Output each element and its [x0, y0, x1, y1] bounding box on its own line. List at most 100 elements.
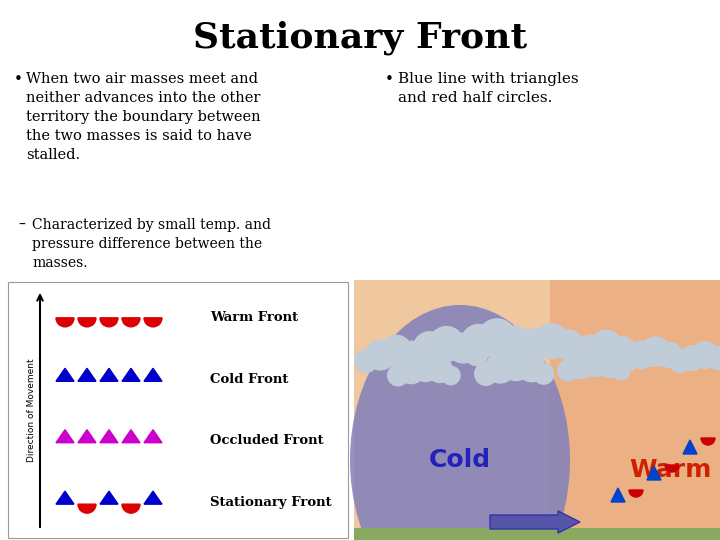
- Wedge shape: [78, 504, 96, 513]
- Circle shape: [640, 336, 671, 367]
- Circle shape: [461, 324, 497, 360]
- Bar: [354, 528, 720, 540]
- Ellipse shape: [350, 305, 570, 540]
- Wedge shape: [78, 318, 96, 327]
- Polygon shape: [78, 430, 96, 443]
- Polygon shape: [56, 368, 74, 381]
- Polygon shape: [122, 430, 140, 443]
- Circle shape: [679, 345, 705, 371]
- Circle shape: [397, 356, 426, 384]
- Circle shape: [611, 361, 631, 380]
- Circle shape: [657, 342, 683, 368]
- Text: When two air masses meet and: When two air masses meet and: [26, 72, 258, 86]
- Polygon shape: [56, 430, 74, 443]
- Polygon shape: [100, 491, 118, 504]
- Circle shape: [691, 341, 719, 369]
- Text: territory the boundary between: territory the boundary between: [26, 110, 261, 124]
- Text: neither advances into the other: neither advances into the other: [26, 91, 261, 105]
- Wedge shape: [665, 465, 679, 472]
- Circle shape: [575, 334, 606, 366]
- Circle shape: [354, 349, 378, 373]
- Circle shape: [553, 329, 584, 361]
- Circle shape: [564, 344, 588, 368]
- Text: –: –: [18, 218, 25, 232]
- Text: Cold Front: Cold Front: [210, 373, 289, 386]
- Circle shape: [410, 352, 441, 382]
- Text: Blue line with triangles: Blue line with triangles: [398, 72, 579, 86]
- Text: Warm Front: Warm Front: [210, 312, 298, 325]
- Circle shape: [426, 357, 453, 383]
- Text: Direction of Movement: Direction of Movement: [27, 358, 37, 462]
- Circle shape: [567, 350, 595, 379]
- Circle shape: [597, 352, 623, 378]
- Circle shape: [670, 353, 690, 373]
- Polygon shape: [56, 491, 74, 504]
- Circle shape: [499, 348, 533, 381]
- Circle shape: [365, 340, 396, 370]
- Text: Cold: Cold: [429, 448, 491, 472]
- Circle shape: [570, 340, 593, 363]
- Circle shape: [477, 318, 517, 357]
- Text: pressure difference between the: pressure difference between the: [32, 237, 262, 251]
- Bar: [8, 282, 348, 538]
- Circle shape: [518, 328, 552, 362]
- Circle shape: [617, 349, 639, 372]
- Text: Warm: Warm: [629, 458, 711, 482]
- Wedge shape: [56, 318, 74, 327]
- Text: Occluded Front: Occluded Front: [210, 434, 323, 447]
- Text: •: •: [385, 72, 394, 87]
- Text: masses.: masses.: [32, 256, 88, 270]
- Circle shape: [441, 366, 461, 386]
- Text: and red half circles.: and red half circles.: [398, 91, 552, 105]
- Text: the two masses is said to have: the two masses is said to have: [26, 129, 252, 143]
- Circle shape: [534, 323, 570, 359]
- Circle shape: [485, 353, 516, 383]
- Circle shape: [623, 345, 644, 367]
- Circle shape: [413, 350, 434, 372]
- Circle shape: [397, 341, 426, 369]
- Circle shape: [517, 354, 546, 382]
- Wedge shape: [701, 438, 715, 445]
- Circle shape: [517, 336, 542, 362]
- Circle shape: [607, 335, 636, 364]
- Circle shape: [580, 346, 611, 377]
- Polygon shape: [144, 368, 162, 381]
- FancyArrow shape: [490, 511, 580, 533]
- Circle shape: [448, 335, 476, 363]
- Polygon shape: [100, 430, 118, 443]
- Polygon shape: [683, 440, 697, 454]
- Polygon shape: [144, 491, 162, 504]
- Polygon shape: [100, 368, 118, 381]
- Circle shape: [379, 335, 413, 368]
- Polygon shape: [122, 368, 140, 381]
- Circle shape: [671, 350, 690, 370]
- Text: •: •: [14, 72, 23, 87]
- Text: Stationary Front: Stationary Front: [193, 21, 527, 55]
- Circle shape: [506, 339, 532, 364]
- Circle shape: [448, 333, 479, 363]
- Polygon shape: [611, 488, 625, 502]
- Text: Characterized by small temp. and: Characterized by small temp. and: [32, 218, 271, 232]
- Circle shape: [387, 364, 409, 387]
- Circle shape: [706, 346, 720, 370]
- Circle shape: [498, 325, 532, 359]
- Circle shape: [464, 343, 488, 366]
- Circle shape: [401, 341, 427, 368]
- Wedge shape: [144, 318, 162, 327]
- Circle shape: [428, 326, 464, 362]
- Circle shape: [627, 341, 655, 369]
- Wedge shape: [122, 318, 140, 327]
- Circle shape: [557, 360, 579, 381]
- Wedge shape: [100, 318, 118, 327]
- Polygon shape: [78, 368, 96, 381]
- Text: stalled.: stalled.: [26, 148, 80, 162]
- Bar: [354, 280, 720, 540]
- Circle shape: [474, 362, 498, 386]
- Circle shape: [719, 354, 720, 372]
- Polygon shape: [647, 466, 661, 480]
- Wedge shape: [629, 490, 643, 497]
- Wedge shape: [122, 504, 140, 513]
- Circle shape: [533, 363, 554, 385]
- Bar: [550, 280, 720, 540]
- Polygon shape: [144, 430, 162, 443]
